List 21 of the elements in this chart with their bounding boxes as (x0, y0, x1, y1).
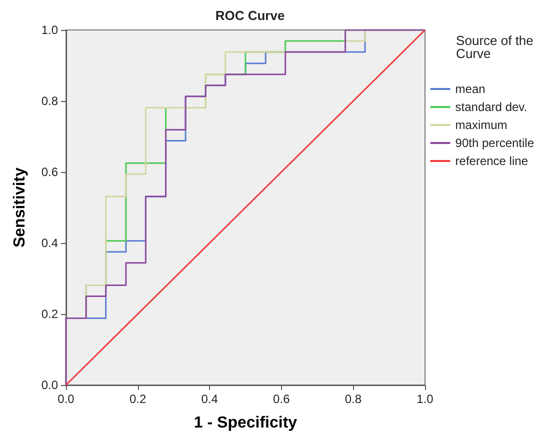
y-tick-label: 0.8 (41, 94, 58, 108)
x-tick-label: 0.2 (129, 392, 146, 406)
y-tick-label: 0.0 (41, 378, 58, 392)
x-tick-label: 0.0 (58, 392, 75, 406)
y-tick-label: 0.6 (41, 165, 58, 179)
legend-label: maximum (455, 118, 508, 132)
x-tick-label: 1.0 (416, 392, 434, 406)
chart-title: ROC Curve (215, 8, 285, 23)
y-tick-label: 0.4 (41, 236, 58, 250)
y-tick-label: 1.0 (41, 23, 58, 37)
legend-label: standard dev. (455, 100, 528, 114)
y-tick-label: 0.2 (41, 307, 58, 321)
x-tick-label: 0.6 (273, 392, 290, 406)
legend-title: Source of the Curve (456, 33, 538, 61)
x-axis-title: 1 - Specificity (194, 414, 298, 432)
y-axis-title: Sensitivity (12, 167, 28, 248)
legend-label: mean (455, 82, 486, 96)
x-tick-label: 0.4 (201, 392, 218, 406)
legend-label: reference line (455, 154, 528, 168)
x-tick-label: 0.8 (344, 392, 362, 406)
legend-label: 90th percentile (455, 136, 534, 150)
